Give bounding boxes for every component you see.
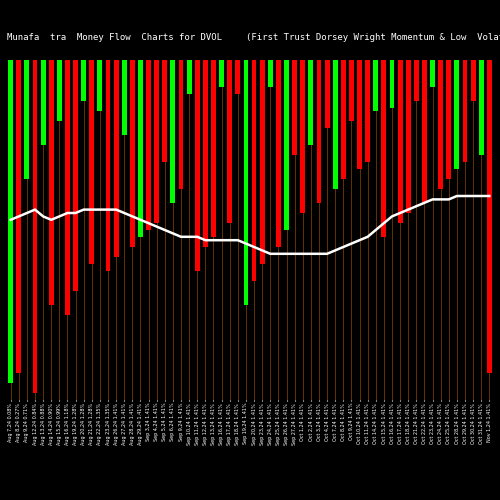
Bar [178,60,184,189]
Bar [422,60,427,203]
Bar [73,60,78,291]
Bar [98,60,102,111]
Bar [316,60,322,203]
Bar [32,60,38,393]
Bar [406,60,410,213]
Bar [16,60,21,373]
Bar [470,60,476,101]
Bar [106,60,110,271]
Text: Munafa  tra  Money Flow  Charts for DVOL: Munafa tra Money Flow Charts for DVOL [6,33,222,42]
Text: (First Trust Dorsey Wright Momentum & Low  Volatility ETF) Munafa: (First Trust Dorsey Wright Momentum & Lo… [246,33,500,42]
Bar [252,60,256,281]
Bar [308,60,314,145]
Bar [276,60,281,247]
Bar [130,60,135,247]
Bar [398,60,402,223]
Bar [300,60,305,213]
Bar [203,60,208,247]
Bar [211,60,216,237]
Bar [186,60,192,94]
Bar [57,60,62,121]
Bar [195,60,200,271]
Bar [49,60,54,305]
Bar [82,60,86,101]
Bar [414,60,418,101]
Bar [324,60,330,128]
Bar [236,60,240,94]
Bar [284,60,289,230]
Bar [430,60,435,87]
Bar [40,60,46,145]
Bar [244,60,248,305]
Bar [90,60,94,264]
Bar [446,60,451,179]
Bar [146,60,151,230]
Bar [454,60,460,169]
Bar [382,60,386,237]
Bar [24,60,29,179]
Bar [268,60,272,87]
Bar [462,60,468,162]
Bar [487,60,492,373]
Bar [374,60,378,111]
Bar [365,60,370,162]
Bar [292,60,297,155]
Bar [138,60,143,237]
Bar [8,60,13,383]
Bar [349,60,354,121]
Bar [122,60,126,135]
Bar [154,60,159,223]
Bar [228,60,232,223]
Bar [219,60,224,87]
Bar [332,60,338,189]
Bar [390,60,394,108]
Bar [170,60,175,203]
Bar [114,60,118,257]
Bar [260,60,264,264]
Bar [438,60,443,189]
Bar [65,60,70,315]
Bar [341,60,345,179]
Bar [479,60,484,155]
Bar [162,60,168,162]
Bar [357,60,362,169]
